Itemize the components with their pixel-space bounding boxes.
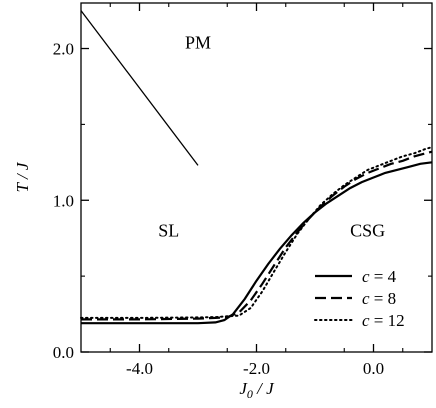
y-tick-label: 1.0 bbox=[53, 191, 74, 210]
legend-entry-label: c = 8 bbox=[362, 289, 396, 308]
series-line-c4 bbox=[81, 161, 433, 325]
series-line-c8 bbox=[81, 150, 433, 321]
x-axis-label-subscript: 0 bbox=[247, 387, 253, 401]
legend-entry-label: c = 4 bbox=[362, 267, 397, 286]
x-axis-label: J0 / J bbox=[239, 379, 275, 401]
x-tick-label: 0.0 bbox=[363, 359, 384, 378]
region-label-pm: PM bbox=[185, 33, 211, 53]
region-labels: PM SL CSG bbox=[158, 33, 385, 241]
legend-entry-label: c = 12 bbox=[362, 311, 405, 330]
x-tick-label: -4.0 bbox=[126, 359, 153, 378]
y-axis-label: T / J bbox=[13, 161, 32, 192]
y-tick-label: 2.0 bbox=[53, 40, 74, 59]
region-label-csg: CSG bbox=[350, 221, 385, 241]
legend: c = 4 c = 8 c = 12 bbox=[314, 267, 405, 330]
x-axis-label-main: J bbox=[239, 379, 248, 398]
series-line-c12 bbox=[80, 146, 433, 319]
ticks-layer: -4.0 -2.0 0.0 0.0 1.0 2.0 bbox=[53, 3, 432, 378]
x-axis-label-rest: / J bbox=[253, 379, 275, 398]
y-tick-label: 0.0 bbox=[53, 343, 74, 362]
region-label-sl: SL bbox=[158, 221, 179, 241]
x-tick-label: -2.0 bbox=[243, 359, 270, 378]
series-layer bbox=[80, 10, 433, 325]
series-line-boundary bbox=[80, 10, 199, 166]
